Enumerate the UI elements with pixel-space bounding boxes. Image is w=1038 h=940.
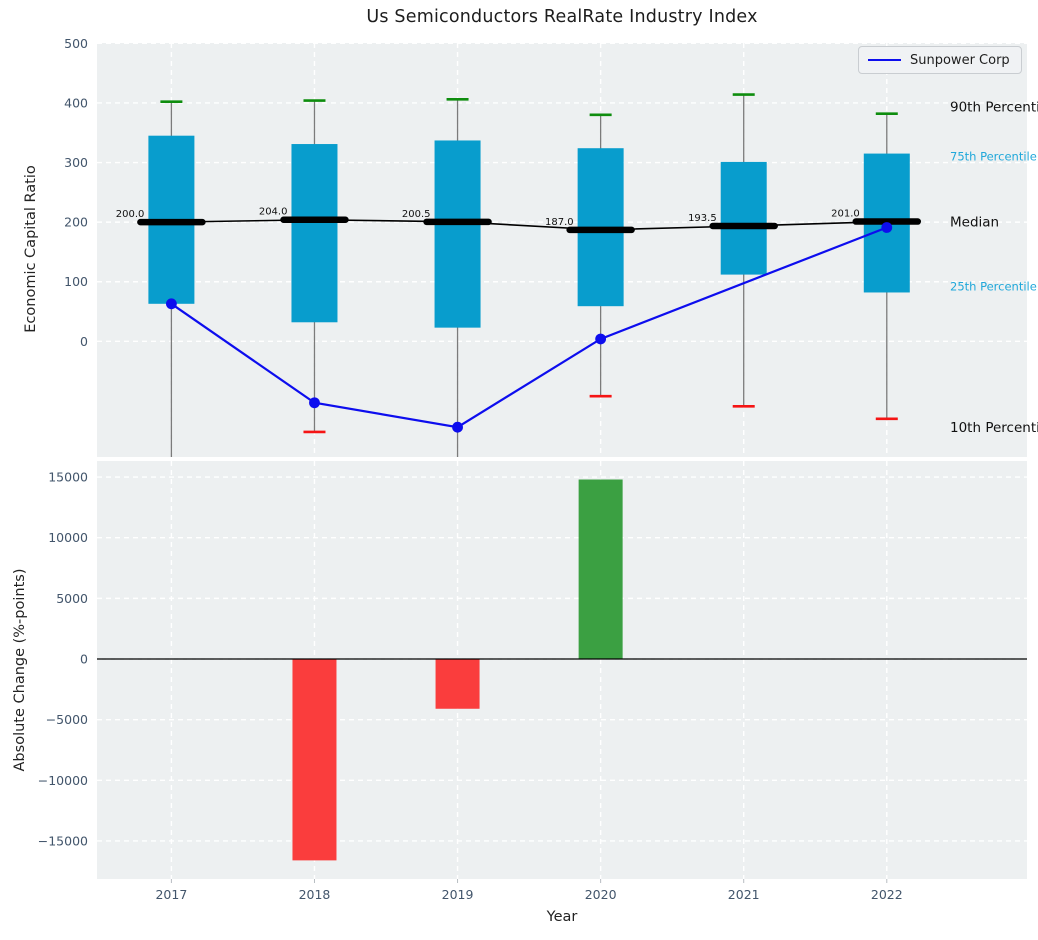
bottom-y-axis-label: Absolute Change (%-points) [12, 568, 28, 772]
top-y-axis-label: Economic Capital Ratio [23, 165, 39, 333]
annotation-90th-percentile: 90th Percentile [950, 100, 1038, 116]
top-ytick-500: 500 [64, 36, 88, 51]
top-ytick-0: 0 [80, 334, 88, 349]
bottom-ytick-0: 0 [80, 652, 88, 667]
xtick-label-2019: 2019 [442, 887, 474, 902]
median-value-label-2019: 200.5 [402, 209, 431, 220]
change-bar-2020 [578, 479, 623, 660]
median-value-label-2022: 201.0 [831, 209, 860, 220]
bottom-ytick--5000: −5000 [46, 712, 88, 727]
annotation-10th-percentile: 10th Percentile [950, 420, 1038, 436]
iqr-box-2019 [434, 140, 481, 328]
sunpower-marker-2017 [166, 298, 177, 310]
xtick-label-2022: 2022 [871, 887, 903, 902]
legend: Sunpower Corp [858, 46, 1022, 74]
xtick-label-2021: 2021 [728, 887, 760, 902]
median-value-label-2020: 187.0 [545, 217, 574, 228]
bottom-ytick-15000: 15000 [48, 470, 88, 485]
median-value-label-2021: 193.5 [688, 213, 717, 224]
bottom-ytick-10000: 10000 [48, 530, 88, 545]
annotation-75th-percentile: 75th Percentile [950, 150, 1037, 164]
change-bar-2019 [435, 659, 480, 709]
legend-line-sample [868, 59, 901, 61]
top-ytick-100: 100 [64, 274, 88, 289]
bottom-ytick-5000: 5000 [56, 591, 88, 606]
chart-title: Us Semiconductors RealRate Industry Inde… [366, 7, 758, 27]
top-ytick-400: 400 [64, 95, 88, 110]
median-value-label-2017: 200.0 [116, 209, 145, 220]
xtick-label-2020: 2020 [585, 887, 617, 902]
sunpower-marker-2018 [309, 397, 320, 409]
legend-label: Sunpower Corp [910, 52, 1010, 68]
iqr-box-2021 [720, 161, 767, 275]
annotation-25th-percentile: 25th Percentile [950, 279, 1037, 293]
change-bar-2018 [292, 659, 337, 861]
sunpower-marker-2020 [595, 333, 607, 345]
top-ytick-200: 200 [64, 215, 88, 230]
bottom-panel-bg [97, 461, 1027, 879]
xtick-label-2018: 2018 [299, 887, 331, 902]
bottom-ytick--15000: −15000 [38, 833, 88, 848]
bottom-ytick--10000: −10000 [38, 773, 88, 788]
iqr-box-2018 [291, 144, 338, 323]
top-ytick-300: 300 [64, 155, 88, 170]
x-axis-label: Year [546, 909, 578, 925]
sunpower-marker-2019 [452, 421, 463, 433]
annotation-median: Median [950, 215, 999, 231]
sunpower-marker-2022 [881, 222, 893, 233]
xtick-label-2017: 2017 [155, 887, 187, 902]
median-value-label-2018: 204.0 [259, 207, 288, 218]
